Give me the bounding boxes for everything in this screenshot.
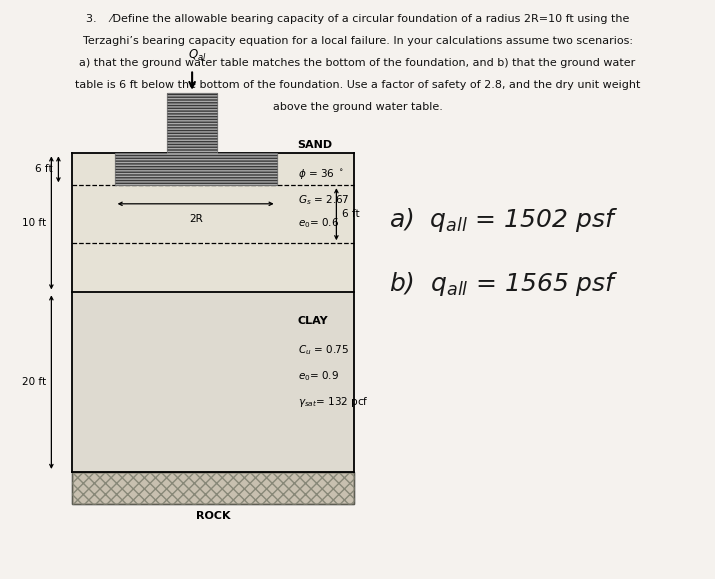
Text: above the ground water table.: above the ground water table. bbox=[272, 102, 443, 112]
Text: $e_0$= 0.9: $e_0$= 0.9 bbox=[297, 369, 339, 383]
Text: $\phi$ = 36 $^\circ$: $\phi$ = 36 $^\circ$ bbox=[297, 167, 343, 181]
Bar bbox=[72, 292, 354, 472]
Text: $Q_{al}$: $Q_{al}$ bbox=[188, 47, 207, 63]
Text: Terzaghi’s bearing capacity equation for a local failure. In your calculations a: Terzaghi’s bearing capacity equation for… bbox=[82, 36, 633, 46]
Text: SAND: SAND bbox=[297, 140, 332, 150]
Bar bbox=[72, 153, 354, 292]
Text: $e_0$= 0.6: $e_0$= 0.6 bbox=[297, 216, 339, 230]
Bar bbox=[167, 93, 217, 153]
Text: 3.    ⁄Define the allowable bearing capacity of a circular foundation of a radiu: 3. ⁄Define the allowable bearing capacit… bbox=[86, 14, 629, 24]
Text: ROCK: ROCK bbox=[196, 511, 230, 522]
Text: 20 ft: 20 ft bbox=[21, 377, 46, 387]
Text: 10 ft: 10 ft bbox=[21, 218, 46, 228]
Text: $\mathit{b}$)  $\mathit{q}_{all}$ = 1565 psf: $\mathit{b}$) $\mathit{q}_{all}$ = 1565 … bbox=[389, 270, 619, 298]
Text: 6 ft: 6 ft bbox=[342, 209, 360, 219]
Bar bbox=[72, 472, 354, 504]
Text: CLAY: CLAY bbox=[297, 316, 328, 327]
Text: $C_u$ = 0.75: $C_u$ = 0.75 bbox=[297, 343, 349, 357]
Bar bbox=[114, 153, 277, 185]
Text: a) that the ground water table matches the bottom of the foundation, and b) that: a) that the ground water table matches t… bbox=[79, 58, 636, 68]
Text: $G_s$ = 2.67: $G_s$ = 2.67 bbox=[297, 193, 350, 207]
Bar bbox=[72, 472, 354, 504]
Text: table is 6 ft below the bottom of the foundation. Use a factor of safety of 2.8,: table is 6 ft below the bottom of the fo… bbox=[75, 80, 640, 90]
Text: 2R: 2R bbox=[189, 214, 202, 224]
Text: $\gamma_{sat}$= 132 pcf: $\gamma_{sat}$= 132 pcf bbox=[297, 395, 368, 409]
Text: $\mathit{a}$)  $\mathit{q}_{all}$ = 1502 psf: $\mathit{a}$) $\mathit{q}_{all}$ = 1502 … bbox=[389, 206, 618, 234]
Bar bbox=[167, 93, 217, 153]
Text: 6 ft: 6 ft bbox=[35, 164, 53, 174]
Bar bbox=[114, 153, 277, 185]
